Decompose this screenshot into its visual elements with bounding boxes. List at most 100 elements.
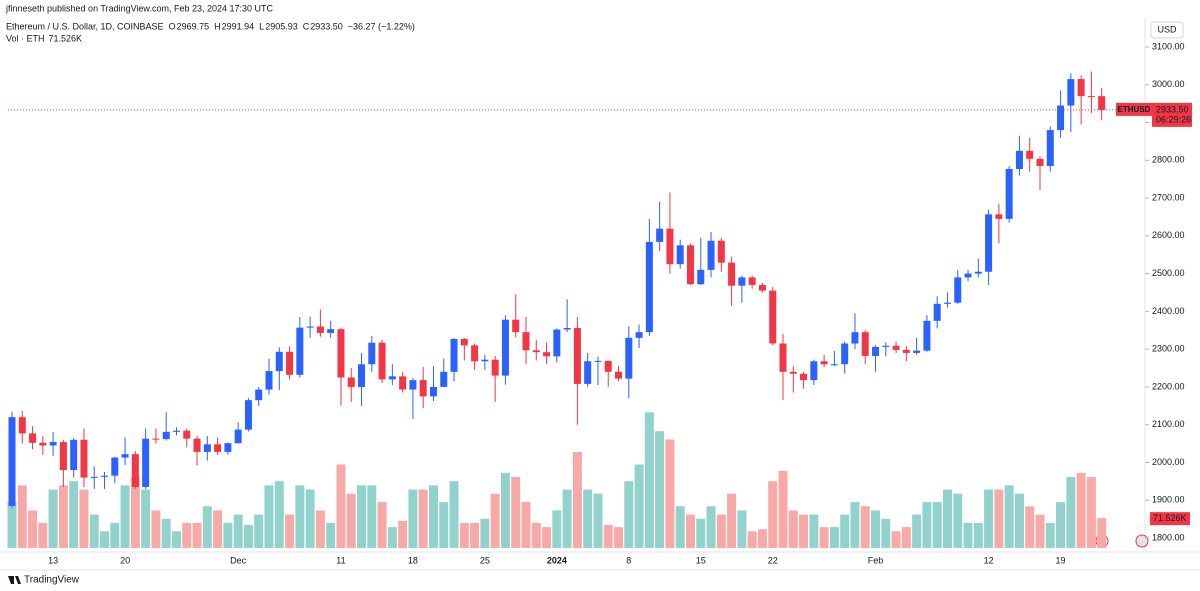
volume-bar	[1035, 514, 1045, 548]
legend-low: 2905.93	[265, 21, 298, 31]
candle-body	[214, 444, 222, 452]
candle-body	[964, 273, 972, 278]
candle-body	[90, 476, 98, 478]
candle-body	[645, 241, 653, 333]
volume-bar	[1066, 477, 1076, 548]
volume-bar	[716, 514, 726, 548]
volume-bar	[521, 502, 531, 548]
candle-body	[8, 417, 16, 506]
volume-bar	[706, 506, 716, 548]
candle-body	[450, 338, 458, 372]
candle-body	[943, 302, 951, 304]
volume-bar	[891, 531, 901, 548]
candle-body	[49, 442, 57, 446]
x-tick-label: 15	[696, 555, 706, 565]
candle-body	[255, 389, 263, 401]
volume-bar	[1097, 518, 1107, 548]
volume-bar	[213, 510, 223, 548]
candle-body	[676, 245, 684, 265]
candle-body	[625, 337, 633, 379]
candle-body	[265, 371, 273, 390]
volume-bar	[182, 522, 192, 548]
candle-body	[18, 417, 26, 434]
volume-bar	[233, 514, 243, 548]
volume-bar	[69, 481, 79, 548]
candle-body	[974, 271, 982, 274]
candle-body	[203, 444, 211, 452]
volume-bar	[1004, 485, 1014, 548]
volume-bar	[953, 493, 963, 548]
volume-bar	[1025, 506, 1035, 548]
candle-body	[543, 352, 551, 357]
volume-bar	[552, 510, 562, 548]
candle-body	[183, 430, 191, 439]
candle-body	[769, 290, 777, 344]
y-tick-label: 2400.00	[1152, 306, 1185, 316]
candle-body	[152, 438, 160, 440]
candle-body	[532, 350, 540, 353]
candle-body	[491, 359, 499, 376]
candle-body	[861, 332, 869, 356]
candle-body	[748, 277, 756, 285]
y-tick-label: 2800.00	[1152, 155, 1185, 165]
y-tick-label: 3000.00	[1152, 79, 1185, 89]
x-tick-label: 12	[984, 555, 994, 565]
volume-bar	[490, 493, 500, 548]
candle-body	[39, 442, 47, 446]
y-tick-label: 1800.00	[1152, 532, 1185, 542]
legend-close: 2933.50	[310, 21, 343, 31]
volume-bar	[942, 489, 952, 548]
volume-bar	[932, 502, 942, 548]
candle-body	[1077, 79, 1085, 97]
flag-icon[interactable]	[1135, 534, 1149, 548]
candle-body	[995, 214, 1003, 219]
candle-body	[830, 364, 838, 366]
volume-bar	[984, 489, 994, 548]
volume-bar	[223, 522, 233, 548]
volume-bar	[202, 506, 212, 548]
volume-bar	[418, 489, 428, 548]
volume-bar	[7, 502, 17, 548]
volume-bar	[192, 522, 202, 548]
volume-bar	[387, 527, 397, 548]
price-tag-symbol-box	[1116, 102, 1152, 116]
volume-bar	[1045, 522, 1055, 548]
volume-bar	[315, 510, 325, 548]
volume-bar	[922, 502, 932, 548]
candle-body	[388, 376, 396, 380]
candle-body	[563, 328, 571, 330]
candle-body	[728, 262, 736, 286]
legend-volume: 71.526K	[49, 33, 83, 43]
candle-body	[717, 240, 725, 263]
candle-body	[707, 240, 715, 270]
candle-body	[697, 269, 705, 285]
candle-body	[779, 343, 787, 372]
candle-body	[656, 228, 664, 242]
volume-bar	[38, 522, 48, 548]
candle-body	[892, 345, 900, 350]
volume-bar	[963, 522, 973, 548]
volume-bar	[675, 506, 685, 548]
x-tick-label: Dec	[230, 555, 247, 565]
axis-unit: USD	[1157, 24, 1177, 34]
volume-bar	[696, 518, 706, 548]
volume-bar	[470, 522, 480, 548]
volume-bar	[357, 485, 367, 548]
legend-volume-name: Vol · ETH	[6, 33, 45, 43]
x-tick-label: 19	[1056, 555, 1066, 565]
candle-body	[1057, 105, 1065, 131]
candle-body	[522, 332, 530, 351]
candle-body	[80, 439, 88, 478]
logo	[8, 576, 21, 584]
candle-body	[275, 351, 283, 372]
candle-body	[440, 371, 448, 387]
legend-symbol: Ethereum / U.S. Dollar, 1D, COINBASE	[6, 21, 164, 31]
unit-box[interactable]	[1150, 21, 1184, 39]
candle-body	[347, 377, 355, 387]
candle-body	[985, 214, 993, 272]
volume-bar	[685, 514, 695, 548]
x-tick-label: Feb	[868, 555, 884, 565]
volume-bar	[439, 502, 449, 548]
volume-bar	[1056, 502, 1066, 548]
candle-body	[1098, 96, 1106, 110]
